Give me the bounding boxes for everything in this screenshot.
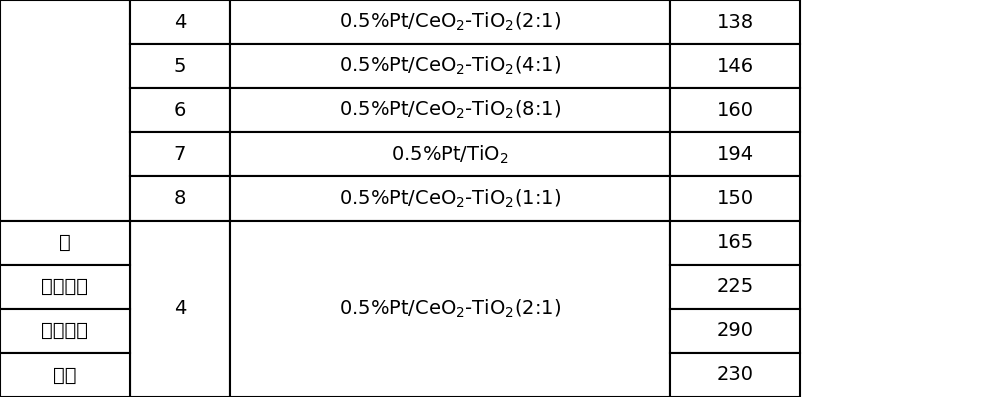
Text: 6: 6	[174, 101, 186, 120]
Bar	[130, 0, 230, 44]
Bar	[670, 176, 800, 221]
Bar	[670, 265, 800, 309]
Text: 160: 160	[717, 101, 754, 120]
Text: 230: 230	[717, 366, 754, 384]
Text: 4: 4	[174, 299, 186, 318]
Bar	[0, 221, 130, 265]
Text: 194: 194	[716, 145, 754, 164]
Text: 290: 290	[717, 321, 754, 340]
Text: 150: 150	[716, 189, 754, 208]
Bar	[670, 88, 800, 132]
Text: 4: 4	[174, 13, 186, 31]
Bar	[130, 88, 230, 132]
Bar	[230, 44, 670, 88]
Text: 138: 138	[716, 13, 754, 31]
Text: 苯: 苯	[59, 233, 71, 252]
Bar	[0, 353, 130, 397]
Bar	[230, 176, 670, 221]
Text: 5: 5	[174, 57, 186, 76]
Text: 0.5%Pt/CeO$_2$-TiO$_2$(8:1): 0.5%Pt/CeO$_2$-TiO$_2$(8:1)	[339, 99, 561, 121]
Text: 225: 225	[716, 277, 754, 296]
Bar	[670, 353, 800, 397]
Text: 二氯乙烷: 二氯乙烷	[42, 321, 88, 340]
Text: 8: 8	[174, 189, 186, 208]
Bar	[0, 309, 130, 353]
Bar	[670, 132, 800, 176]
Bar	[130, 132, 230, 176]
Text: 0.5%Pt/CeO$_2$-TiO$_2$(2:1): 0.5%Pt/CeO$_2$-TiO$_2$(2:1)	[339, 298, 561, 320]
Text: 乙酸乙酯: 乙酸乙酯	[42, 277, 88, 296]
Bar	[230, 221, 670, 397]
Bar	[670, 0, 800, 44]
Bar	[0, 265, 130, 309]
Bar	[670, 221, 800, 265]
Text: 乙腈: 乙腈	[53, 366, 77, 384]
Text: 7: 7	[174, 145, 186, 164]
Bar	[0, 0, 130, 221]
Text: 165: 165	[716, 233, 754, 252]
Text: 146: 146	[716, 57, 754, 76]
Bar	[230, 0, 670, 44]
Bar	[230, 88, 670, 132]
Text: 0.5%Pt/CeO$_2$-TiO$_2$(1:1): 0.5%Pt/CeO$_2$-TiO$_2$(1:1)	[339, 187, 561, 210]
Text: 0.5%Pt/CeO$_2$-TiO$_2$(4:1): 0.5%Pt/CeO$_2$-TiO$_2$(4:1)	[339, 55, 561, 77]
Bar	[670, 44, 800, 88]
Bar	[230, 132, 670, 176]
Bar	[130, 44, 230, 88]
Text: 0.5%Pt/TiO$_2$: 0.5%Pt/TiO$_2$	[391, 143, 509, 166]
Text: 0.5%Pt/CeO$_2$-TiO$_2$(2:1): 0.5%Pt/CeO$_2$-TiO$_2$(2:1)	[339, 11, 561, 33]
Bar	[130, 221, 230, 397]
Bar	[670, 309, 800, 353]
Bar	[130, 176, 230, 221]
